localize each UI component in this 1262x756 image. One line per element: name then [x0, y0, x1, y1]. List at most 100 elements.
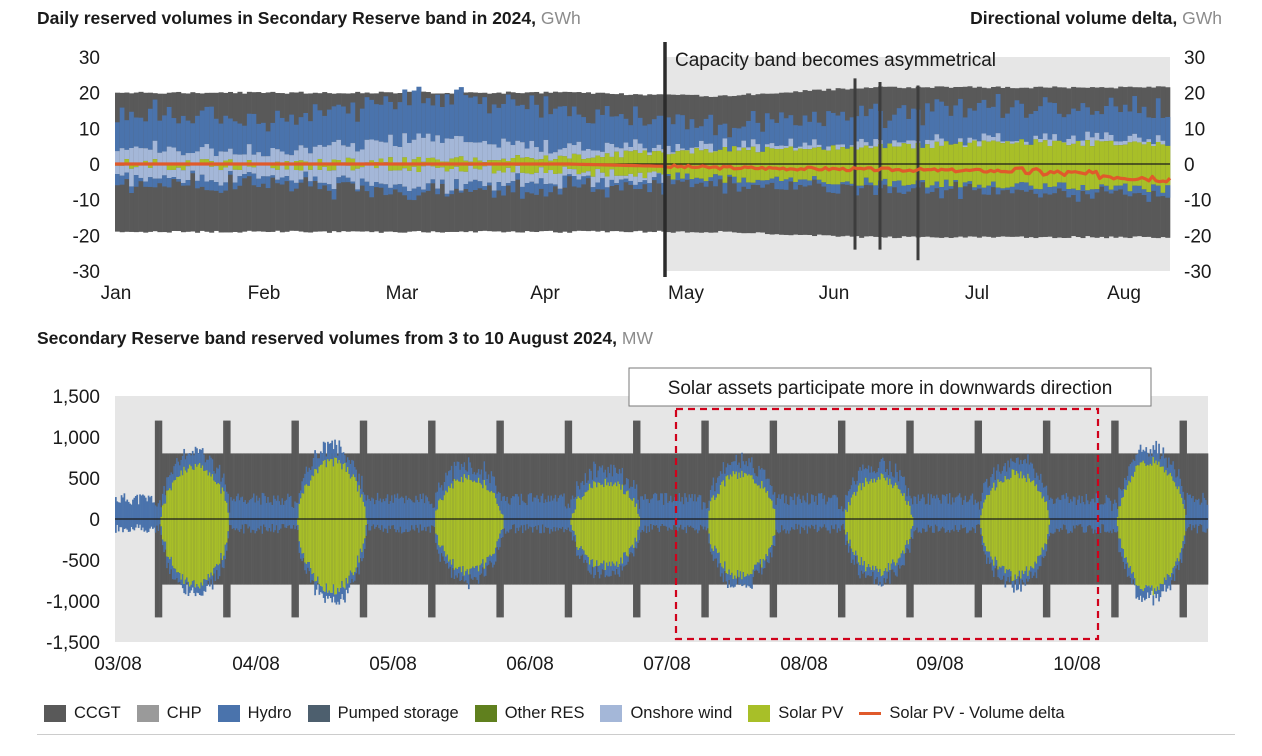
top-wind-down [651, 171, 657, 178]
bottom-hydro-up [490, 471, 493, 491]
top-wind-up [675, 143, 681, 152]
top-day-bar [520, 93, 526, 233]
top-ccgt-down [642, 164, 648, 233]
top-day-bar [1155, 86, 1161, 239]
top-y2-tick-label: 30 [1184, 48, 1205, 69]
top-hydro-up [388, 101, 394, 135]
top-hydro-down [312, 176, 318, 182]
top-hydro-up [609, 116, 615, 144]
bottom-interval-bar [124, 501, 127, 529]
bottom-hydro-up [725, 467, 728, 477]
bottom-hydro-down [309, 568, 312, 583]
bottom-hydro-down [672, 519, 675, 526]
top-solar-down [684, 164, 690, 174]
top-hydro-down [463, 184, 469, 190]
bottom-solar-down [218, 519, 221, 564]
top-solar-down [793, 164, 799, 183]
top-wind-up [383, 142, 389, 163]
top-wind-down [491, 173, 497, 191]
bottom-hydro-down [452, 559, 455, 569]
top-hydro-down [171, 177, 177, 180]
top-hydro-down [995, 187, 1001, 195]
bottom-solar-up [341, 469, 344, 519]
bottom-hydro-down [506, 519, 509, 532]
top-solar-up [543, 155, 549, 164]
bottom-hydro-up [842, 511, 844, 519]
bottom-hydro-up [704, 502, 706, 519]
bottom-hydro-up [556, 501, 558, 519]
top-wind-down [242, 164, 248, 175]
top-hydro-down [769, 178, 775, 183]
top-wind-up [510, 145, 516, 159]
bottom-hydro-down [349, 570, 352, 584]
top-solar-up [1108, 140, 1114, 164]
bottom-hydro-down [244, 519, 247, 524]
top-wind-up [958, 138, 964, 142]
top-ccgt-down [1052, 164, 1058, 239]
bottom-solar-down [859, 519, 862, 566]
top-hydro-down [576, 179, 582, 188]
bottom-hydro-up [502, 496, 504, 515]
bottom-hydro-up [213, 470, 215, 481]
top-ccgt-down [289, 164, 295, 231]
bottom-hydro-down [660, 519, 662, 527]
top-day-bar [958, 86, 964, 237]
bottom-solar-up [467, 474, 470, 519]
top-hydro-down [279, 177, 285, 185]
top-wind-up [1099, 139, 1105, 142]
top-hydro-down [760, 180, 766, 188]
top-solar-down [1089, 164, 1095, 190]
top-solar-down [538, 164, 544, 168]
bottom-solar-down [365, 519, 368, 526]
bottom-hydro-up [294, 501, 297, 519]
top-hydro-down [826, 184, 832, 193]
bottom-hydro-down [930, 519, 933, 526]
bottom-hydro-down [176, 572, 178, 579]
bottom-hydro-down [738, 577, 741, 585]
bottom-solar-down [214, 519, 217, 567]
top-day-bar [138, 91, 144, 232]
top-solar-up [703, 149, 709, 164]
top-hydro-down [981, 187, 987, 195]
bottom-hydro-up [810, 494, 813, 519]
top-ccgt-down [284, 164, 290, 232]
bottom-hydro-up [724, 473, 726, 487]
top-wind-up [986, 135, 992, 142]
bottom-solar-up [171, 482, 174, 519]
bottom-hydro-up [257, 500, 260, 519]
bottom-hydro-down [745, 575, 748, 588]
top-wind-down [176, 167, 182, 180]
bottom-hydro-down [876, 568, 879, 578]
top-solar-down [416, 164, 422, 173]
bottom-hydro-down [123, 519, 126, 530]
top-wind-up [896, 142, 902, 147]
top-hydro-up [496, 107, 502, 148]
bottom-hydro-down [645, 519, 648, 534]
top-solar-up [764, 146, 770, 164]
bottom-hydro-down [664, 519, 667, 526]
bottom-hydro-down [519, 519, 521, 528]
top-solar-up [1094, 140, 1100, 164]
top-solar-up [807, 149, 813, 164]
bottom-solar-up [355, 480, 358, 519]
bottom-solar-up [752, 479, 755, 519]
top-wind-up [1014, 141, 1020, 143]
bottom-hydro-up [564, 506, 567, 519]
bottom-hydro-up [405, 495, 408, 519]
top-hydro-down [359, 178, 365, 186]
bottom-hydro-down [198, 588, 201, 596]
bottom-hydro-up [466, 471, 469, 480]
top-hydro-up [882, 128, 888, 149]
bottom-hydro-up [317, 458, 319, 474]
bottom-solar-down [630, 519, 632, 547]
bottom-hydro-up [746, 466, 749, 476]
bottom-hydro-down [516, 519, 519, 528]
bottom-solar-down [179, 519, 181, 574]
top-wind-down [331, 170, 337, 190]
bottom-hydro-up [820, 492, 823, 519]
bottom-hydro-down [419, 519, 422, 525]
top-day-bar [887, 86, 893, 237]
top-day-bar [228, 91, 234, 233]
top-solar-down [1146, 164, 1152, 193]
top-hydro-down [948, 186, 954, 189]
